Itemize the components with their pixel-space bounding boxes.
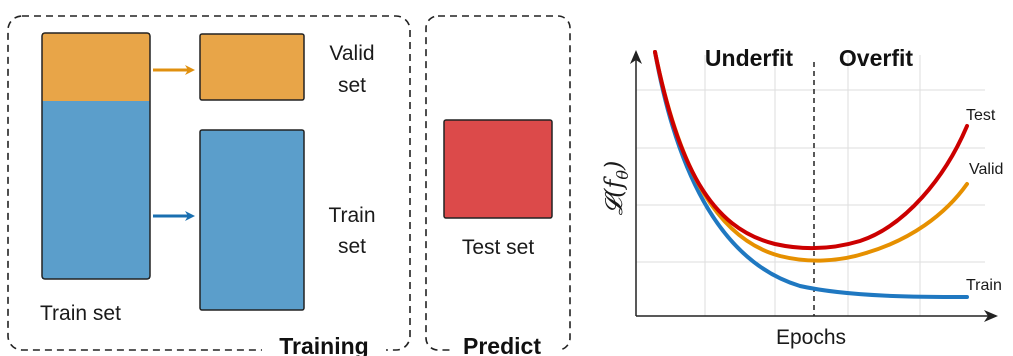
x-axis-label: Epochs xyxy=(776,326,846,349)
y-axis-label-close: ) xyxy=(600,161,628,171)
overfit-label: Overfit xyxy=(839,45,913,71)
y-axis-label: 𝓛(fθ) xyxy=(600,161,632,216)
test-set-label: Test set xyxy=(462,236,535,259)
training-title-bg xyxy=(262,332,386,356)
y-axis-label-main: 𝓛(f xyxy=(600,176,628,216)
original-set-valid-portion xyxy=(42,33,150,101)
underfit-label: Underfit xyxy=(705,45,794,71)
training-panel-border xyxy=(7,15,411,351)
predict-panel: Predict Test set xyxy=(425,15,571,356)
original-train-set-box xyxy=(41,32,151,280)
y-axis-label-sub: θ xyxy=(613,170,632,180)
valid-curve-label: Valid xyxy=(969,161,1003,178)
train-set-box xyxy=(199,129,305,311)
original-train-set-label: Train set xyxy=(40,302,121,325)
predict-panel-title: Predict xyxy=(463,333,541,356)
test-set-box xyxy=(443,119,553,219)
loss-plot: Underfit Overfit Test Valid Train 𝓛(fθ) … xyxy=(600,45,1003,349)
test-curve-label: Test xyxy=(966,107,996,124)
training-panel-title: Training xyxy=(279,333,368,356)
original-set-train-portion xyxy=(42,101,150,279)
train-set-label-line2: set xyxy=(338,235,366,258)
predict-panel-border xyxy=(425,15,571,351)
test-loss-curve xyxy=(653,50,969,251)
plot-grid xyxy=(636,55,985,316)
valid-set-label-line1: Valid xyxy=(329,42,374,65)
training-panel: Training Train set Valid set Train set xyxy=(7,15,411,356)
train-curve-label: Train xyxy=(966,277,1002,294)
valid-set-box xyxy=(199,33,305,101)
valid-set-label-line2: set xyxy=(338,74,366,97)
predict-title-bg xyxy=(450,332,558,356)
train-set-label-line1: Train xyxy=(328,204,375,227)
